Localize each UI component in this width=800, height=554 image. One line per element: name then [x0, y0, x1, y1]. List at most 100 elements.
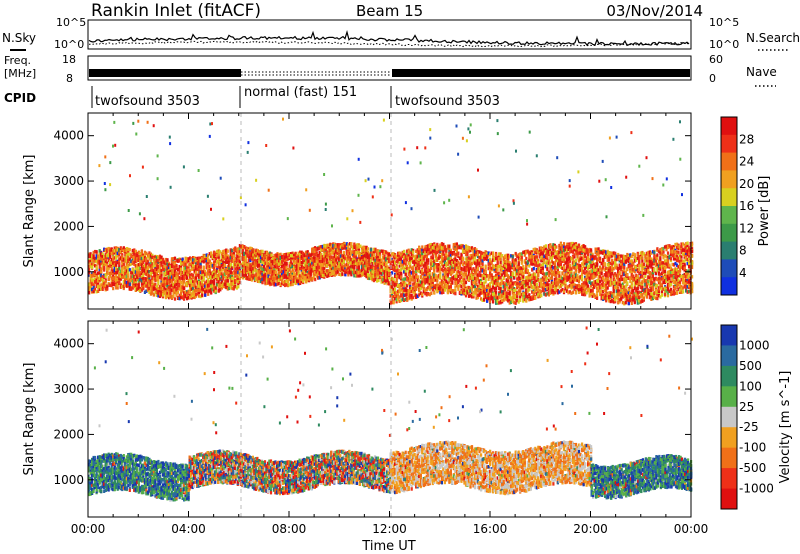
scatter-cell: [338, 272, 341, 276]
scatter-cell: [297, 276, 300, 280]
scatter-cell: [302, 257, 305, 261]
scatter-cell: [324, 251, 327, 255]
scatter-cell: [312, 271, 315, 276]
scatter-cell: [118, 274, 121, 278]
scatter-cell: [199, 274, 202, 278]
scatter-cell: [270, 259, 273, 264]
scatter-cell: [161, 280, 165, 284]
scatter-cell: [285, 275, 288, 279]
scatter-cell: [302, 271, 305, 275]
scatter-cell: [291, 254, 294, 258]
scatter-cell: [276, 265, 279, 269]
scatter-cell: [205, 284, 208, 289]
scatter-cell: [291, 251, 294, 255]
scatter-cell: [238, 276, 241, 281]
scatter-cell: [261, 280, 264, 285]
scatter-cell: [211, 284, 214, 288]
scatter-cell: [350, 264, 353, 268]
scatter-cell: [107, 254, 110, 258]
scatter-cell: [333, 252, 336, 257]
scatter-cell: [214, 286, 217, 290]
scatter-cell: [366, 252, 370, 256]
scatter-cell: [149, 258, 152, 262]
scatter-cell: [92, 282, 95, 286]
scatter-cell: [184, 282, 187, 286]
scatter-cell: [207, 292, 210, 296]
freq-tick-low: 8: [66, 72, 73, 85]
scatter-cell: [338, 249, 341, 254]
scatter-cell: [164, 266, 168, 270]
scatter-cell: [115, 270, 118, 275]
scatter-cell: [176, 290, 180, 294]
scatter-cell: [201, 270, 204, 274]
scatter-cell: [101, 255, 104, 259]
scatter-cell: [178, 271, 181, 275]
scatter-cell: [327, 273, 330, 277]
scatter-cell: [281, 276, 284, 281]
scatter-cell: [229, 274, 232, 279]
scatter-cell: [271, 272, 275, 277]
scatter-cell: [122, 286, 125, 291]
scatter-cell: [187, 279, 190, 283]
scatter-cell: [151, 289, 154, 293]
scatter-cell: [238, 250, 241, 254]
scatter-cell: [100, 259, 103, 263]
scatter-cell: [238, 280, 241, 284]
scatter-cell: [282, 259, 285, 263]
scatter-cell: [291, 256, 294, 260]
scatter-cell: [223, 268, 226, 273]
scatter-cell: [163, 273, 166, 278]
scatter-cell: [234, 263, 237, 267]
scatter-cell: [152, 293, 155, 297]
scatter-cell: [296, 271, 299, 275]
scatter-cell: [359, 269, 362, 273]
scatter-cell: [243, 267, 246, 272]
scatter-cell: [103, 262, 106, 266]
scatter-cell: [244, 270, 247, 274]
scatter-cell: [198, 256, 201, 260]
scatter-cell: [377, 278, 380, 283]
scatter-cell: [329, 242, 332, 247]
scatter-cell: [323, 243, 326, 248]
scatter-cell: [226, 287, 229, 291]
scatter-cell: [229, 251, 232, 256]
scatter-cell: [137, 273, 140, 278]
scatter-cell: [258, 279, 261, 284]
scatter-cell: [326, 253, 329, 257]
scatter-cell: [314, 259, 317, 263]
scatter-cell: [220, 255, 223, 259]
scatter-cell: [181, 296, 184, 300]
freq-band-b-dots: [241, 71, 391, 76]
scatter-cell: [97, 271, 100, 275]
scatter-cell: [186, 271, 189, 275]
scatter-cell: [109, 272, 112, 276]
scatter-cell: [308, 253, 311, 257]
scatter-cell: [333, 273, 336, 277]
scatter-cell: [306, 278, 309, 282]
scatter-cell: [223, 250, 226, 254]
scatter-cell: [226, 249, 229, 253]
scatter-cell: [125, 260, 128, 264]
scatter-cell: [350, 273, 353, 277]
scatter-cell: [277, 271, 281, 275]
scatter-cell: [216, 253, 219, 258]
scatter-cell: [281, 269, 284, 274]
scatter-cell: [143, 266, 146, 270]
scatter-cell: [91, 259, 94, 263]
scatter-cell: [163, 261, 166, 265]
scatter-cell: [151, 279, 154, 284]
scatter-cell: [91, 282, 94, 286]
scatter-cell: [315, 263, 318, 267]
scatter-cell: [279, 275, 282, 279]
scatter-cell: [137, 254, 140, 258]
scatter-cell: [136, 287, 139, 291]
scatter-cell: [299, 277, 302, 281]
scatter-cell: [246, 276, 249, 280]
scatter-cell: [201, 257, 204, 261]
scatter-cell: [170, 257, 174, 261]
scatter-cell: [342, 268, 345, 272]
scatter-cell: [157, 286, 160, 290]
scatter-cell: [170, 272, 174, 276]
scatter-cell: [308, 263, 311, 267]
scatter-cell: [127, 250, 130, 254]
